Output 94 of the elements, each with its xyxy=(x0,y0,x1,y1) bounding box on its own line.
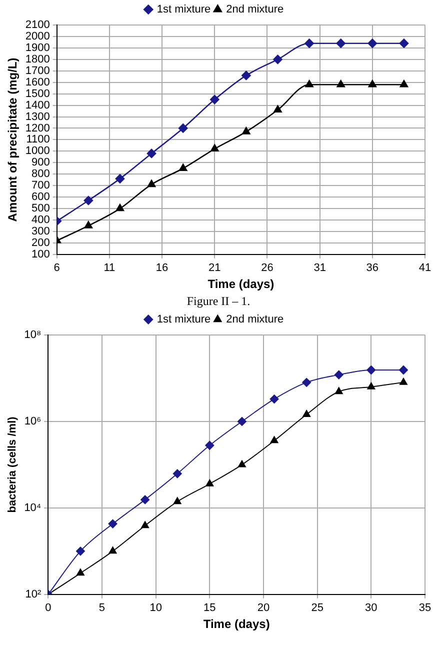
point xyxy=(84,221,93,228)
point xyxy=(305,80,314,88)
point xyxy=(400,378,408,385)
point xyxy=(270,394,279,404)
x-tick-label: 41 xyxy=(418,262,432,274)
x-tick-label: 16 xyxy=(156,262,168,274)
y-tick-label: 1700 xyxy=(25,64,50,77)
point xyxy=(302,378,312,387)
point xyxy=(237,416,246,426)
y-tick-label: 300 xyxy=(32,225,50,238)
point xyxy=(273,54,282,64)
y-tick-label: 500 xyxy=(32,202,50,215)
x-tick-label: 10 xyxy=(150,602,162,614)
point xyxy=(108,546,117,554)
point xyxy=(368,80,377,88)
y-tick-label: 1300 xyxy=(25,110,50,123)
x-tick-label: 5 xyxy=(98,602,106,614)
point xyxy=(334,387,343,394)
point xyxy=(140,495,150,504)
point xyxy=(116,204,124,212)
point xyxy=(336,38,346,48)
y-tick-label: 10⁴ xyxy=(24,502,42,514)
y-tick-label: 1000 xyxy=(25,145,50,158)
point xyxy=(270,436,278,444)
point xyxy=(400,80,408,88)
legend-label: 2nd mixture xyxy=(226,314,284,326)
point xyxy=(210,144,219,152)
point xyxy=(367,382,376,390)
point xyxy=(399,38,409,48)
y-tick-label: 1800 xyxy=(25,53,50,66)
point xyxy=(141,521,150,528)
x-tick-label: 31 xyxy=(314,262,326,274)
legend-label: 2nd mixture xyxy=(226,4,284,16)
point xyxy=(366,366,376,375)
point xyxy=(173,497,182,504)
x-tick-label: 36 xyxy=(366,262,379,274)
x-tick-label: 30 xyxy=(365,602,378,614)
point xyxy=(334,370,344,380)
y-tick-label: 1500 xyxy=(25,88,50,100)
y-tick-label: 200 xyxy=(32,236,50,249)
point xyxy=(242,70,251,80)
point xyxy=(210,94,220,104)
x-tick-label: 15 xyxy=(204,602,216,614)
y-tick-label: 800 xyxy=(32,168,50,180)
point xyxy=(238,460,246,468)
point xyxy=(398,366,408,375)
point xyxy=(206,479,214,486)
x-tick-label: 11 xyxy=(104,262,116,274)
point xyxy=(178,164,188,172)
legend-label: 1st mixture xyxy=(156,314,211,326)
point xyxy=(108,519,118,528)
point xyxy=(115,174,125,184)
y-tick-label: 2100 xyxy=(25,19,50,32)
point xyxy=(304,38,314,48)
y-tick-label: 10² xyxy=(25,588,42,600)
x-tick-label: 21 xyxy=(208,262,221,274)
y-tick-label: 10⁶ xyxy=(24,416,42,428)
y-tick-label: 1200 xyxy=(25,122,50,134)
y-tick-label: 2000 xyxy=(25,30,50,42)
point xyxy=(178,124,188,133)
y-tick-label: 600 xyxy=(32,191,50,204)
y-tick-label: 1400 xyxy=(25,99,50,112)
point xyxy=(368,38,378,48)
y-tick-label: 1100 xyxy=(26,134,50,146)
point xyxy=(274,105,282,113)
text: Figure II – 1. xyxy=(186,293,252,310)
y-tick-label: 700 xyxy=(32,180,50,192)
x-tick-label: 6 xyxy=(54,262,60,274)
x-axis-title: Time (days) xyxy=(208,277,274,292)
x-tick-label: 0 xyxy=(45,602,52,614)
point xyxy=(242,127,250,134)
y-tick-label: 1600 xyxy=(25,76,50,88)
point xyxy=(302,410,311,417)
point xyxy=(336,80,345,88)
y-tick-label: 10⁸ xyxy=(24,329,42,342)
point xyxy=(147,180,156,188)
y-tick-label: 100 xyxy=(32,248,50,260)
y-tick-label: 900 xyxy=(32,156,50,169)
point xyxy=(84,196,94,206)
y-axis-title: Amount of precipitate (mg/L) xyxy=(6,58,20,222)
legend-label: 1st mixture xyxy=(156,4,211,16)
y-tick-label: 1900 xyxy=(25,42,50,54)
point xyxy=(146,148,156,158)
y-axis-title: bacteria (cells /ml) xyxy=(6,416,19,513)
x-tick-label: 35 xyxy=(418,602,432,614)
point xyxy=(172,469,182,478)
x-axis-title: Time (days) xyxy=(203,617,270,632)
x-tick-label: 26 xyxy=(261,262,274,274)
y-tick-label: 400 xyxy=(32,214,50,226)
point xyxy=(76,568,84,576)
point xyxy=(76,546,85,556)
point xyxy=(205,440,214,450)
x-tick-label: 20 xyxy=(257,602,270,614)
x-tick-label: 25 xyxy=(311,602,324,614)
